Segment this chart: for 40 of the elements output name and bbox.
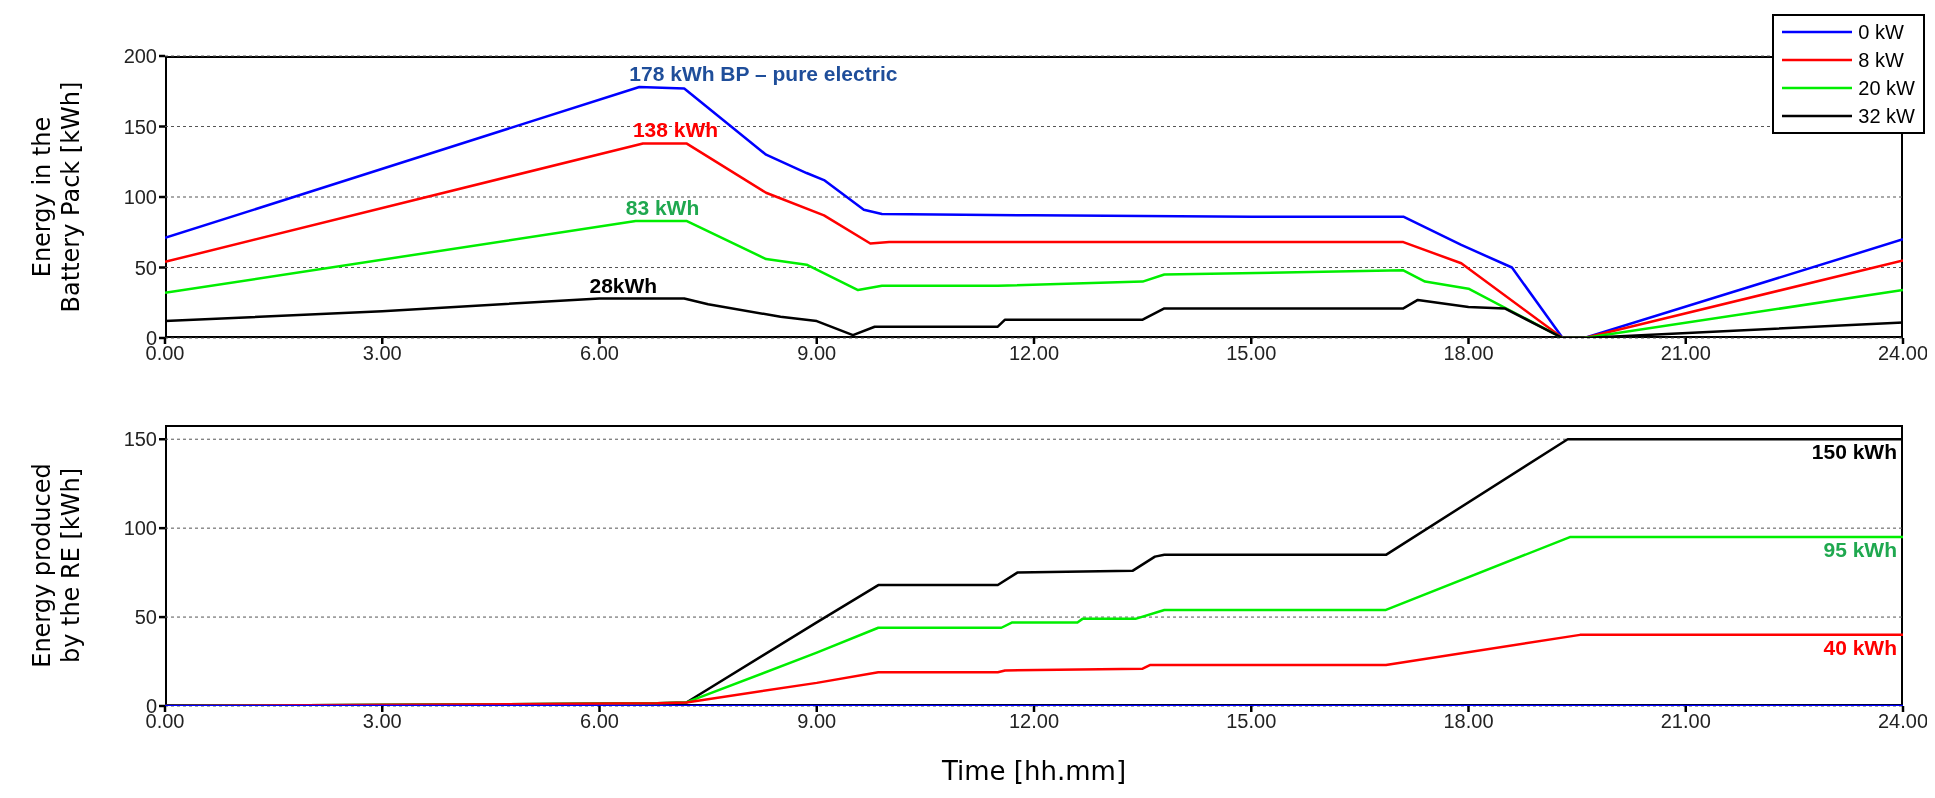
x-tick-label: 12.00	[1008, 710, 1060, 733]
y-tick-label: 100	[123, 517, 157, 540]
legend-label: 32 kW	[1858, 104, 1915, 129]
annotation: 178 kWh BP – pure electric	[629, 62, 898, 86]
x-tick-label: 6.00	[580, 342, 619, 365]
x-tick-label: 6.00	[580, 710, 619, 733]
x-tick-label: 15.00	[1226, 342, 1277, 365]
legend-label: 8 kW	[1858, 48, 1904, 73]
x-axis-title: Time [hh.mm]	[940, 756, 1127, 786]
y-tick-label: 150	[123, 115, 157, 138]
y-tick-label: 50	[134, 256, 157, 279]
annotation: 150 kWh	[1811, 440, 1897, 464]
legend-label: 20 kW	[1858, 76, 1915, 101]
line-series	[165, 297, 1903, 338]
y-tick-label: 100	[123, 186, 157, 209]
x-tick-label: 15.00	[1226, 710, 1277, 733]
x-tick-label: 9.00	[797, 710, 837, 733]
annotation: 83 kWh	[625, 195, 700, 219]
x-tick-label: 3.00	[362, 710, 402, 733]
line-series	[165, 142, 1903, 338]
y-tick-label: 50	[134, 606, 157, 629]
x-tick-label: 21.00	[1660, 710, 1711, 733]
annotation: 28kWh	[589, 273, 658, 297]
x-tick-label: 24.00	[1877, 710, 1929, 733]
x-tick-label: 24.00	[1877, 342, 1929, 365]
y-tick-label: 150	[123, 428, 157, 451]
annotation: 138 kWh	[632, 118, 719, 142]
y-axis-title: Energy produced by the RE [kWh]	[28, 463, 85, 668]
x-tick-label: 9.00	[797, 342, 837, 365]
y-axis-title: Energy in the Battery Pack [kWh]	[28, 81, 85, 313]
x-tick-label: 21.00	[1660, 342, 1711, 365]
x-tick-label: 18.00	[1443, 710, 1494, 733]
line-series	[165, 219, 1903, 338]
x-tick-label: 3.00	[362, 342, 402, 365]
annotation: 40 kWh	[1823, 635, 1897, 659]
x-tick-label: 12.00	[1008, 342, 1060, 365]
annotation: 95 kWh	[1823, 538, 1897, 562]
legend-label: 0 kW	[1858, 20, 1904, 45]
x-tick-label: 18.00	[1443, 342, 1494, 365]
y-tick-label: 200	[123, 45, 157, 68]
